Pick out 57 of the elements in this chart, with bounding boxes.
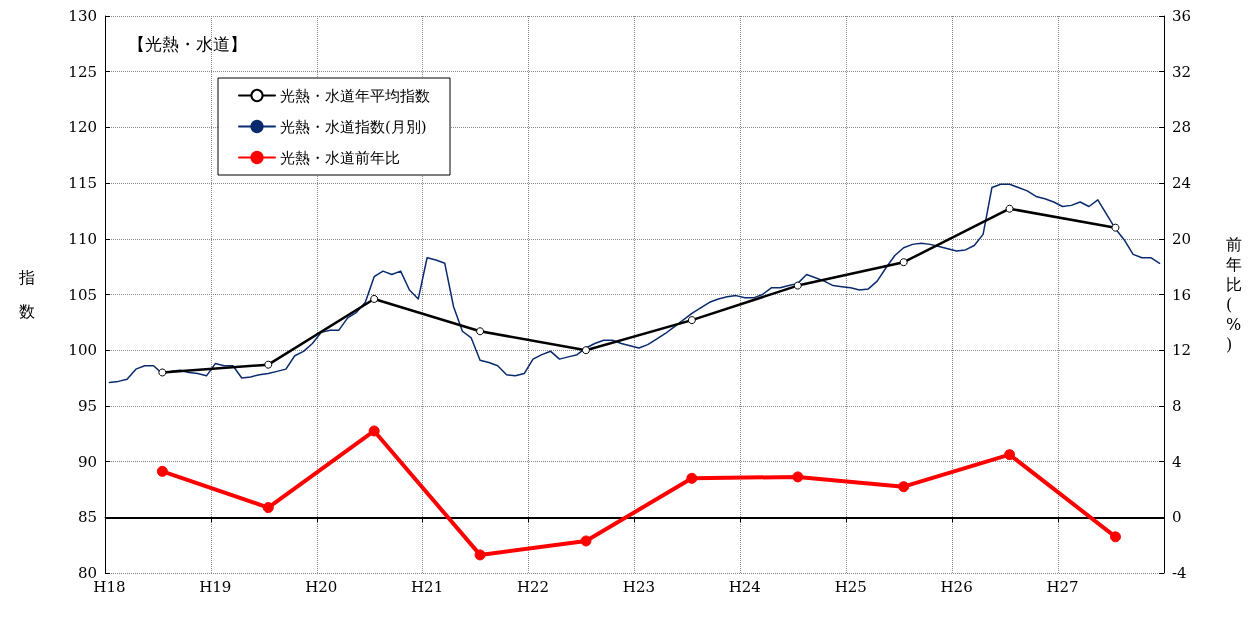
y-tick-label: 105 (68, 285, 97, 304)
point (474, 549, 486, 561)
y-tick-label: 95 (77, 396, 97, 415)
y2-tick-label: 8 (1172, 396, 1182, 415)
x-tick-label: H22 (516, 577, 550, 596)
y-tick-label: 130 (68, 7, 97, 25)
y2-tick-label: 4 (1172, 452, 1182, 471)
y2-tick-label: 32 (1172, 62, 1192, 81)
y-tick-label: 100 (68, 341, 97, 360)
y2-axis-title: 前年比(%) (1226, 235, 1242, 354)
point (476, 327, 485, 336)
y2-tick-label: 12 (1172, 341, 1192, 360)
y-tick-label: 110 (68, 229, 97, 248)
x-tick-label: H20 (305, 577, 338, 596)
line-series (108, 183, 1161, 384)
point (262, 502, 274, 514)
x-tick-label: H24 (728, 577, 761, 596)
point (368, 425, 380, 437)
point (158, 368, 167, 377)
y2-tick-label: 20 (1172, 229, 1192, 248)
text: 【光熱・水道】 (128, 33, 247, 54)
y2-tick-label: 24 (1172, 174, 1192, 193)
x-tick-label: H25 (834, 577, 867, 596)
y2-tick-label: -4 (1172, 564, 1187, 582)
x-tick-label: H19 (199, 577, 232, 596)
point (1109, 531, 1121, 543)
x-tick-label: H26 (940, 577, 973, 596)
y2-tick-label: 36 (1172, 7, 1192, 25)
point (264, 360, 273, 369)
y-tick-label: 90 (77, 452, 97, 471)
point (793, 281, 802, 290)
legend-label: 光熱・水道指数(月別) (280, 117, 427, 136)
point (898, 481, 910, 493)
y2-tick-label: 28 (1172, 118, 1192, 137)
x-tick-label: H21 (411, 577, 444, 596)
point (156, 465, 168, 477)
point (687, 316, 696, 325)
y-tick-label: 115 (68, 174, 97, 193)
y2-tick-label: 0 (1172, 508, 1182, 527)
point (1005, 204, 1014, 213)
point (1111, 223, 1120, 232)
legend-label: 光熱・水道前年比 (280, 148, 400, 167)
legend-label: 光熱・水道年平均指数 (280, 86, 430, 105)
point (686, 472, 698, 484)
y-tick-label: 120 (68, 118, 97, 137)
point (899, 258, 908, 267)
y-tick-label: 85 (77, 508, 97, 527)
point (581, 346, 590, 355)
y2-tick-label: 16 (1172, 285, 1192, 304)
y-axis-title: 指数 (18, 268, 35, 321)
point (1004, 449, 1016, 461)
x-tick-label: H23 (622, 577, 655, 596)
y-tick-label: 125 (68, 62, 97, 81)
x-tick-label: H27 (1046, 577, 1079, 596)
point (370, 294, 379, 303)
point (580, 535, 592, 547)
point (792, 471, 804, 483)
